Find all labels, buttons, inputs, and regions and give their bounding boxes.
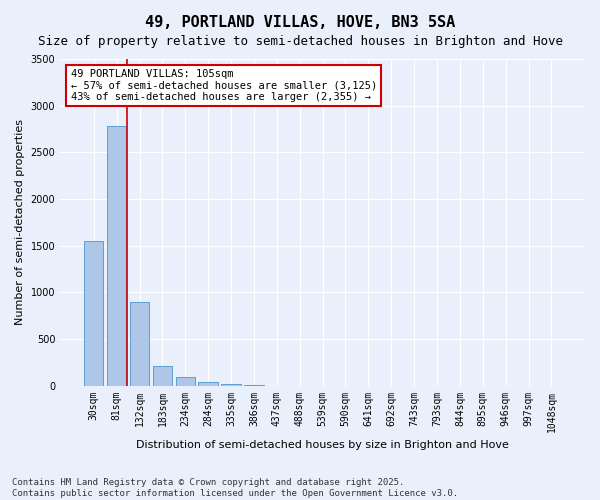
Bar xyxy=(130,302,149,386)
Text: 49 PORTLAND VILLAS: 105sqm
← 57% of semi-detached houses are smaller (3,125)
43%: 49 PORTLAND VILLAS: 105sqm ← 57% of semi… xyxy=(71,69,377,102)
X-axis label: Distribution of semi-detached houses by size in Brighton and Hove: Distribution of semi-detached houses by … xyxy=(136,440,509,450)
Bar xyxy=(199,382,218,386)
Text: Contains HM Land Registry data © Crown copyright and database right 2025.
Contai: Contains HM Land Registry data © Crown c… xyxy=(12,478,458,498)
Bar xyxy=(176,378,195,386)
Text: Size of property relative to semi-detached houses in Brighton and Hove: Size of property relative to semi-detach… xyxy=(37,35,563,48)
Bar xyxy=(84,241,103,386)
Bar xyxy=(152,366,172,386)
Text: 49, PORTLAND VILLAS, HOVE, BN3 5SA: 49, PORTLAND VILLAS, HOVE, BN3 5SA xyxy=(145,15,455,30)
Bar xyxy=(221,384,241,386)
Bar xyxy=(107,126,127,386)
Y-axis label: Number of semi-detached properties: Number of semi-detached properties xyxy=(15,120,25,326)
